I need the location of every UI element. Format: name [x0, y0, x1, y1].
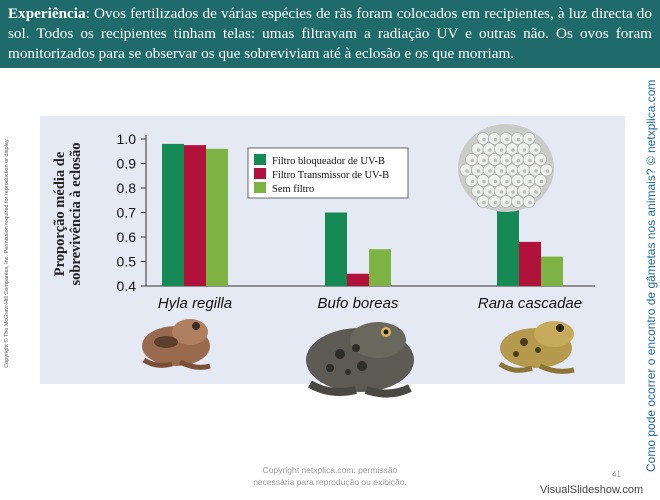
bar-2-1 [184, 145, 206, 286]
bar-chart: 0.4 0.5 0.6 0.7 0.8 0.9 1.0 Hyla regilla Bufo bo… [52, 124, 595, 312]
y-tick-label: 0.6 [117, 229, 137, 245]
header-bar: Experiência: Ovos fertilizados de várias… [0, 0, 660, 68]
legend-entry: Filtro bloqueador de UV-B [272, 156, 385, 167]
experiment-lead: Experiência [8, 5, 86, 22]
experiment-description: Experiência: Ovos fertilizados de várias… [8, 4, 652, 64]
y-axis-label-line1: Proporção média de [52, 151, 68, 276]
y-tick-label: 0.9 [117, 156, 137, 172]
y-tick-label: 0.5 [117, 254, 137, 270]
bar-3-1 [206, 148, 228, 286]
legend-entry: Filtro Transmissor de UV-B [272, 170, 389, 181]
legend: Filtro bloqueador de UV-B Filtro Transmis… [247, 147, 409, 199]
bar-2-3 [519, 241, 541, 286]
legend-swatch [254, 168, 266, 179]
bar-3-2 [369, 249, 391, 286]
footer-copyright-line1: Copyright netxplica.com: permissão [262, 465, 398, 475]
footer-copyright-line2: necessária para reprodução ou exibição. [253, 477, 407, 487]
legend-box [247, 147, 409, 199]
experiment-text: : Ovos fertilizados de várias espécies d… [8, 5, 652, 62]
bar-1-1 [162, 143, 184, 286]
y-tick-label: 0.4 [117, 278, 137, 294]
category-label: Hyla regilla [158, 295, 232, 312]
category-label: Rana cascadae [478, 295, 582, 312]
y-tick-label: 0.7 [117, 205, 137, 221]
category-label: Bufo boreas [318, 295, 399, 312]
bar-2-2 [347, 273, 369, 286]
bar-1-3 [497, 188, 519, 286]
side-copyright: Copyright © The McGraw-Hill Companies, I… [4, 138, 10, 368]
rana-cascadae-frog-image [498, 321, 575, 374]
brand-watermark[interactable]: VisualSlideshow.com [540, 484, 644, 496]
side-question: Como pode ocorrer o encontro de gâmetas … [644, 79, 658, 472]
y-tick-label: 0.8 [117, 180, 137, 196]
bufo-boreas-toad-image [306, 322, 414, 398]
bar-3-3 [541, 256, 563, 286]
egg-cluster-image [458, 124, 554, 212]
legend-swatch [254, 182, 266, 193]
y-tick-label: 1.0 [117, 131, 137, 147]
footer-copyright: Copyright netxplica.com: permissão neces… [220, 464, 440, 488]
bar-1-2 [325, 212, 347, 286]
hyla-regilla-frog-image [142, 319, 211, 370]
legend-entry: Sem filtro [272, 184, 314, 195]
legend-swatch [254, 154, 266, 165]
page-number: 41 [612, 470, 621, 479]
y-axis-label-line2: sobrevivência à eclosão [68, 142, 84, 285]
